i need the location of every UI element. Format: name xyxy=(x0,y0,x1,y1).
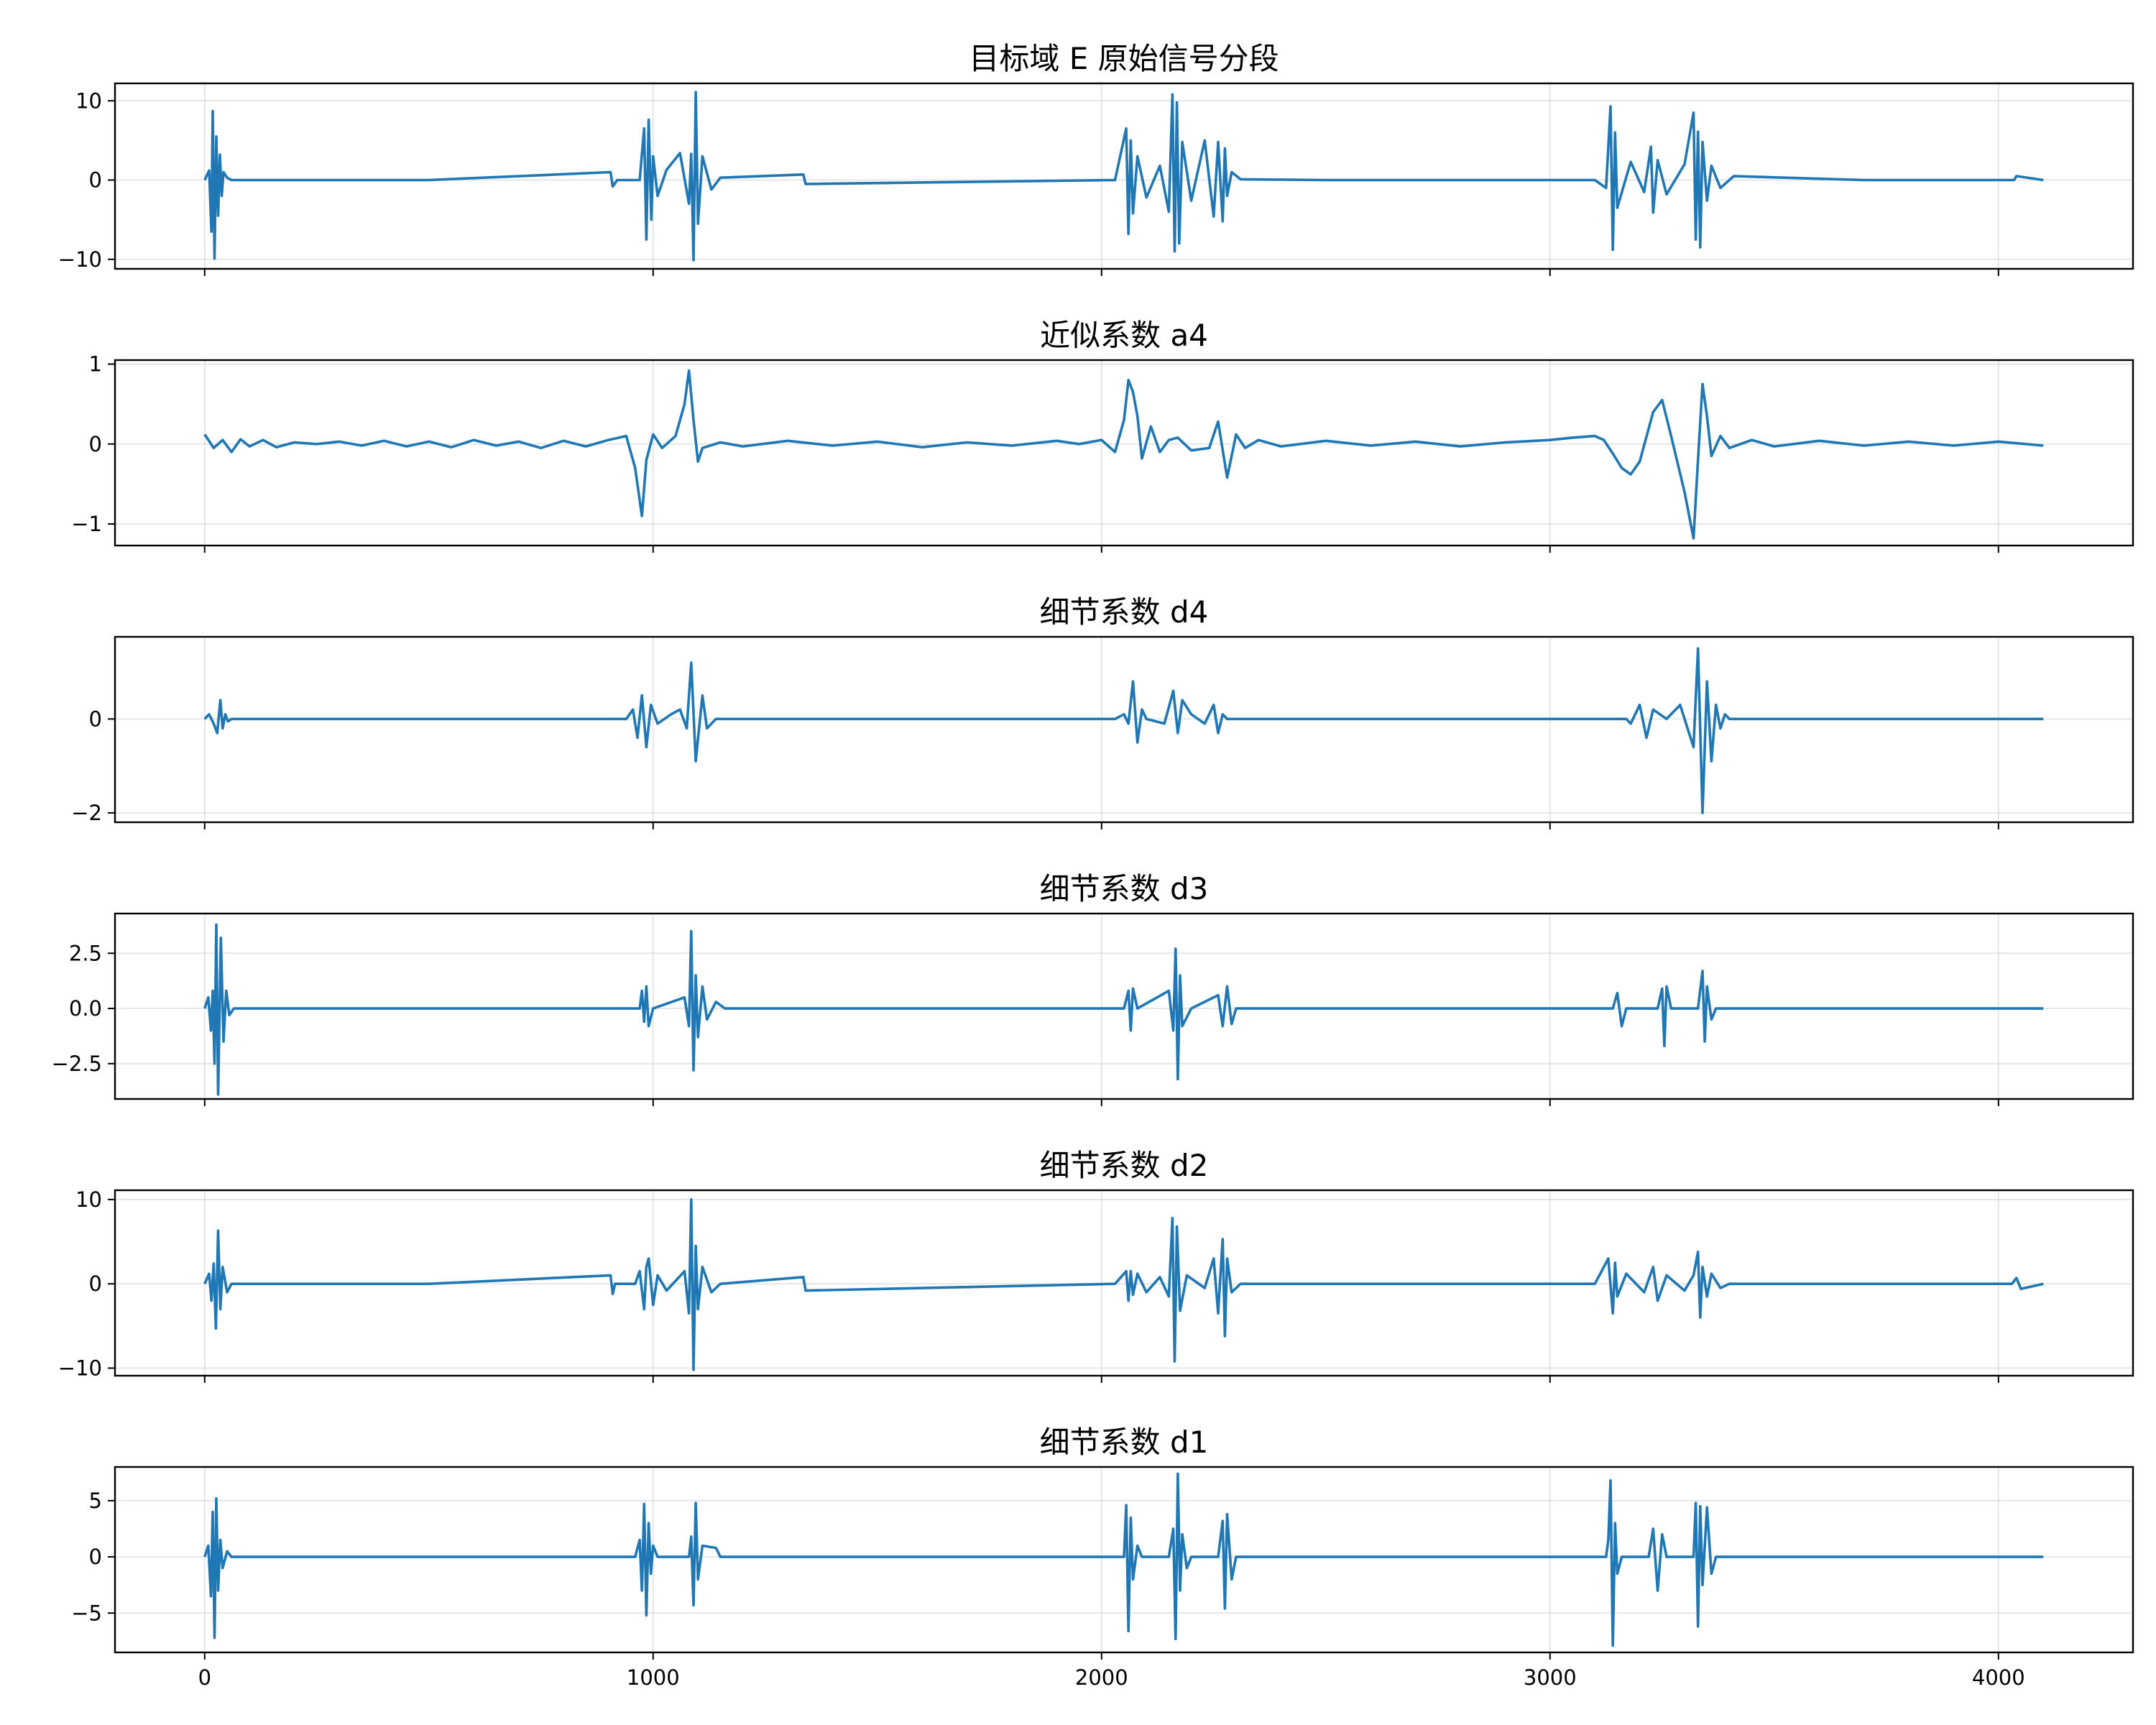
y-tick-label: −10 xyxy=(58,1356,102,1380)
y-tick-label: −2 xyxy=(71,801,102,825)
y-tick-label: 0.0 xyxy=(69,996,102,1021)
axes-frame xyxy=(114,359,2134,547)
panel-title: 近似系数 a4 xyxy=(1040,318,1208,353)
axes-frame xyxy=(114,82,2134,270)
subplot-2: −1 0 1 近似系数 a4 xyxy=(71,318,2134,553)
y-tick-label: −1 xyxy=(71,512,102,536)
x-tick-label: 1000 xyxy=(627,1665,680,1690)
y-tick-label: 0 xyxy=(89,1545,102,1569)
subplot-5: −10 0 10 细节系数 d2 xyxy=(58,1148,2134,1383)
subplot-3: −2 0 细节系数 d4 xyxy=(71,594,2134,829)
y-tick-label: 10 xyxy=(75,1187,102,1212)
y-tick-label: 0 xyxy=(89,707,102,731)
axes-frame xyxy=(114,1189,2134,1377)
panel-title: 细节系数 d2 xyxy=(1040,1148,1209,1183)
x-tick-label: 4000 xyxy=(1972,1665,2025,1690)
y-tick-label: 0 xyxy=(89,168,102,193)
y-tick-label: −2.5 xyxy=(52,1052,102,1076)
series-line xyxy=(203,91,2044,262)
series-line xyxy=(203,1472,2044,1647)
axes-frame xyxy=(114,912,2134,1100)
x-tick-label: 0 xyxy=(198,1665,211,1690)
x-tick-label: 2000 xyxy=(1075,1665,1128,1690)
y-tick-label: 1 xyxy=(89,352,102,377)
subplot-4: −2.5 0.0 2.5 细节系数 d3 xyxy=(52,871,2134,1106)
series-line xyxy=(203,923,2044,1096)
series-line xyxy=(203,369,2044,540)
subplot-6: 0 1000 2000 3000 4000 −5 0 5 细节系数 d1 xyxy=(71,1425,2134,1690)
y-tick-label: −5 xyxy=(71,1601,102,1625)
subplot-1: −10 0 10 目标域 E 原始信号分段 xyxy=(58,41,2134,276)
axes-frame xyxy=(114,1466,2134,1654)
panel-title: 细节系数 d1 xyxy=(1040,1425,1209,1460)
x-tick-label: 3000 xyxy=(1524,1665,1577,1690)
panel-title: 细节系数 d3 xyxy=(1040,871,1209,906)
panel-title: 细节系数 d4 xyxy=(1040,594,1209,630)
series-line xyxy=(203,1198,2044,1371)
y-tick-label: 10 xyxy=(75,88,102,113)
series-line xyxy=(203,647,2044,814)
y-tick-label: 2.5 xyxy=(69,941,102,965)
y-tick-label: 0 xyxy=(89,1271,102,1296)
y-tick-label: 5 xyxy=(89,1489,102,1513)
panel-title: 目标域 E 原始信号分段 xyxy=(969,41,1279,76)
y-tick-label: 0 xyxy=(89,432,102,456)
y-tick-label: −10 xyxy=(58,247,102,272)
axes-frame xyxy=(114,635,2134,824)
